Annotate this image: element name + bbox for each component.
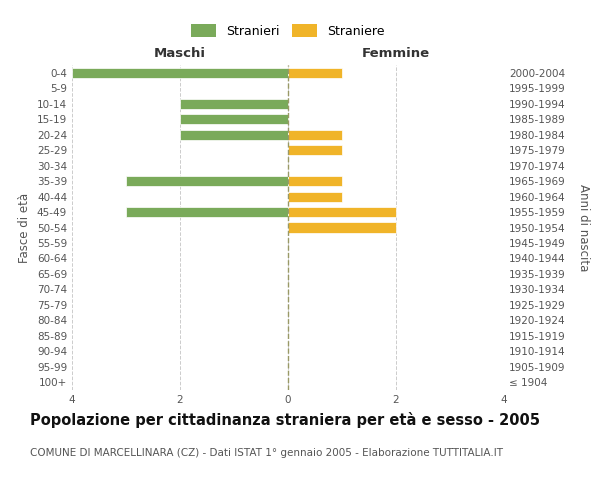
Y-axis label: Fasce di età: Fasce di età — [19, 192, 31, 262]
Bar — [288, 192, 342, 202]
Bar — [180, 98, 288, 108]
Bar — [288, 207, 396, 217]
Text: Femmine: Femmine — [362, 48, 430, 60]
Bar — [288, 130, 342, 140]
Bar — [288, 68, 342, 78]
Bar — [288, 176, 342, 186]
Bar — [126, 207, 288, 217]
Bar — [180, 130, 288, 140]
Y-axis label: Anni di nascita: Anni di nascita — [577, 184, 590, 271]
Bar — [72, 68, 288, 78]
Bar — [126, 176, 288, 186]
Bar — [288, 222, 396, 232]
Legend: Stranieri, Straniere: Stranieri, Straniere — [186, 19, 390, 43]
Text: COMUNE DI MARCELLINARA (CZ) - Dati ISTAT 1° gennaio 2005 - Elaborazione TUTTITAL: COMUNE DI MARCELLINARA (CZ) - Dati ISTAT… — [30, 448, 503, 458]
Text: Maschi: Maschi — [154, 48, 206, 60]
Text: Popolazione per cittadinanza straniera per età e sesso - 2005: Popolazione per cittadinanza straniera p… — [30, 412, 540, 428]
Bar — [180, 114, 288, 124]
Bar — [288, 145, 342, 155]
